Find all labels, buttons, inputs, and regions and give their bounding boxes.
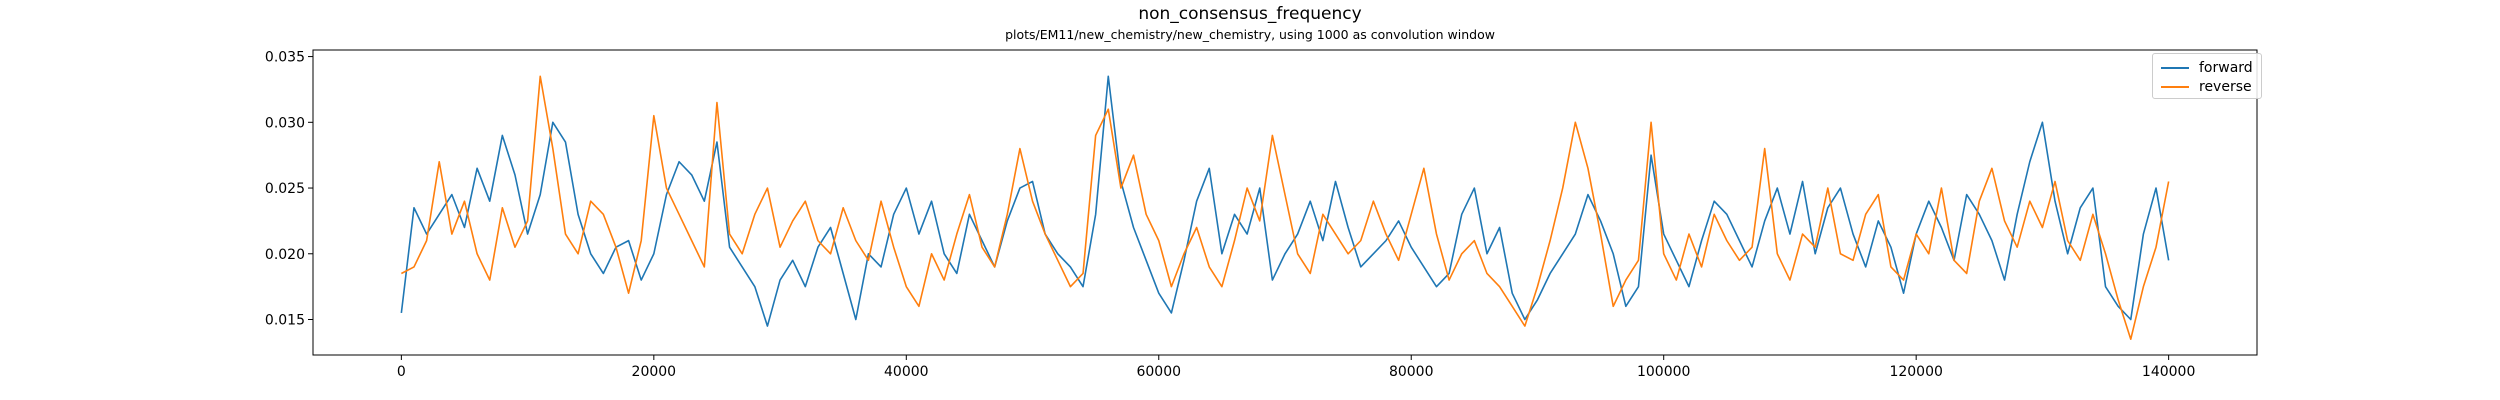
- legend: forward reverse: [2152, 53, 2262, 99]
- x-tick-label: 140000: [2142, 364, 2195, 380]
- x-tick-label: 100000: [1637, 364, 1690, 380]
- series-layer: [400, 75, 2170, 341]
- series-line-reverse: [400, 75, 2170, 341]
- y-tick-label: 0.025: [265, 181, 305, 197]
- y-tick-label: 0.035: [265, 50, 305, 66]
- x-tick-label: 60000: [1136, 364, 1181, 380]
- y-tick-label: 0.020: [265, 247, 305, 263]
- legend-swatch-reverse: [2161, 86, 2189, 88]
- chart-title: non_consensus_frequency: [1138, 4, 1362, 24]
- x-axis: 0 20000 40000 60000 80000 100000 120000 140000: [397, 355, 2195, 380]
- legend-label-forward: forward: [2199, 60, 2253, 76]
- series-line-forward: [400, 75, 2170, 327]
- x-tick-label: 20000: [632, 364, 677, 380]
- chart-subtitle: plots/EM11/new_chemistry/new_chemistry, …: [1005, 27, 1495, 42]
- x-tick-label: 80000: [1389, 364, 1434, 380]
- x-tick-label: 40000: [884, 364, 929, 380]
- axes-frame: [312, 49, 2258, 356]
- y-axis: 0.015 0.020 0.025 0.030 0.035: [265, 50, 313, 329]
- y-tick-label: 0.015: [265, 313, 305, 329]
- legend-item-forward: forward: [2161, 59, 2253, 77]
- legend-label-reverse: reverse: [2199, 79, 2252, 95]
- x-tick-label: 120000: [1889, 364, 1942, 380]
- legend-item-reverse: reverse: [2161, 78, 2252, 96]
- y-tick-label: 0.030: [265, 115, 305, 131]
- legend-swatch-forward: [2161, 67, 2189, 69]
- x-tick-label: 0: [397, 364, 406, 380]
